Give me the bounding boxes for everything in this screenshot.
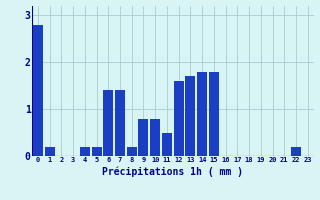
Bar bbox=[162, 133, 172, 156]
Bar bbox=[197, 72, 207, 156]
X-axis label: Précipitations 1h ( mm ): Précipitations 1h ( mm ) bbox=[102, 166, 243, 177]
Bar bbox=[127, 147, 137, 156]
Bar bbox=[185, 76, 196, 156]
Bar bbox=[139, 118, 148, 156]
Bar bbox=[174, 81, 184, 156]
Bar bbox=[291, 147, 301, 156]
Bar bbox=[103, 90, 113, 156]
Bar bbox=[80, 147, 90, 156]
Bar bbox=[115, 90, 125, 156]
Bar bbox=[33, 25, 43, 156]
Bar bbox=[92, 147, 101, 156]
Bar bbox=[209, 72, 219, 156]
Bar bbox=[150, 118, 160, 156]
Bar bbox=[44, 147, 55, 156]
